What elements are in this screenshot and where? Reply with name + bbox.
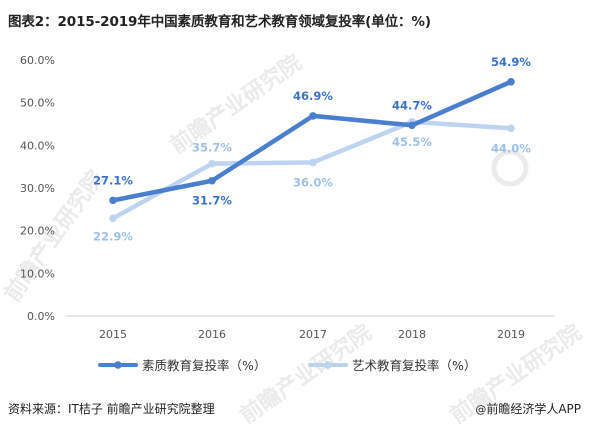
y-tick-label: 50.0% [20, 97, 55, 110]
data-label-art-education: 44.0% [491, 141, 531, 155]
y-tick-label: 30.0% [20, 182, 55, 195]
data-point-art-education [309, 158, 317, 167]
legend: 素质教育复投率（%） 艺术教育复投率（%） [98, 358, 476, 373]
x-tick-label: 2015 [99, 328, 127, 341]
data-label-art-education: 35.7% [192, 141, 232, 155]
logo-watermark-icon [491, 149, 529, 187]
source-note: 资料来源：IT桔子 前瞻产业研究院整理 [8, 402, 215, 416]
data-label-quality-education: 31.7% [192, 194, 232, 208]
data-label-art-education: 22.9% [93, 229, 133, 243]
axes: 0.0% 10.0% 20.0% 30.0% 40.0% 50.0% 60.0% 2015 20… [20, 54, 555, 341]
data-label-quality-education: 44.7% [392, 98, 432, 112]
data-point-art-education [109, 214, 117, 223]
brand-note: @前瞻经济学人APP [475, 400, 581, 417]
y-tick-label: 60.0% [20, 54, 55, 67]
legend-item-quality-education-label: 素质教育复投率（%） [142, 358, 266, 373]
legend-item-quality-education-marker [114, 361, 122, 369]
y-tick-label: 40.0% [20, 139, 55, 152]
legend-item-art-education-marker [324, 361, 332, 369]
brand-name: 前瞻经济学人APP [486, 402, 581, 416]
watermark-text: 前瞻产业研究院 [165, 49, 306, 159]
data-label-quality-education: 46.9% [293, 89, 333, 103]
data-label-art-education: 45.5% [392, 135, 432, 149]
x-tick-label: 2018 [398, 328, 426, 341]
data-point-quality-education [309, 112, 317, 120]
data-label-quality-education: 54.9% [491, 55, 531, 69]
data-point-quality-education [507, 77, 515, 86]
y-tick-label: 20.0% [20, 225, 55, 238]
series-layer [109, 77, 515, 223]
x-tick-label: 2019 [497, 328, 525, 341]
legend-item-art-education-label: 艺术教育复投率（%） [352, 358, 476, 373]
data-point-quality-education [408, 121, 416, 130]
at-symbol: @ [475, 403, 487, 416]
data-point-art-education [208, 159, 216, 168]
data-label-quality-education: 27.1% [93, 173, 133, 187]
data-labels: 27.1% 31.7% 46.9% 44.7% 54.9% 22.9% 35.7% 36.0%… [93, 55, 531, 244]
x-tick-label: 2017 [299, 328, 327, 341]
data-label-art-education: 36.0% [293, 175, 333, 189]
chart-title: 图表2：2015-2019年中国素质教育和艺术教育领域复投率(单位：%) [8, 14, 431, 30]
data-point-quality-education [109, 196, 117, 205]
data-point-quality-education [208, 176, 216, 185]
x-tick-label: 2016 [198, 328, 226, 341]
y-tick-label: 0.0% [27, 310, 55, 323]
y-tick-label: 10.0% [20, 267, 55, 280]
data-point-art-education [507, 124, 515, 133]
